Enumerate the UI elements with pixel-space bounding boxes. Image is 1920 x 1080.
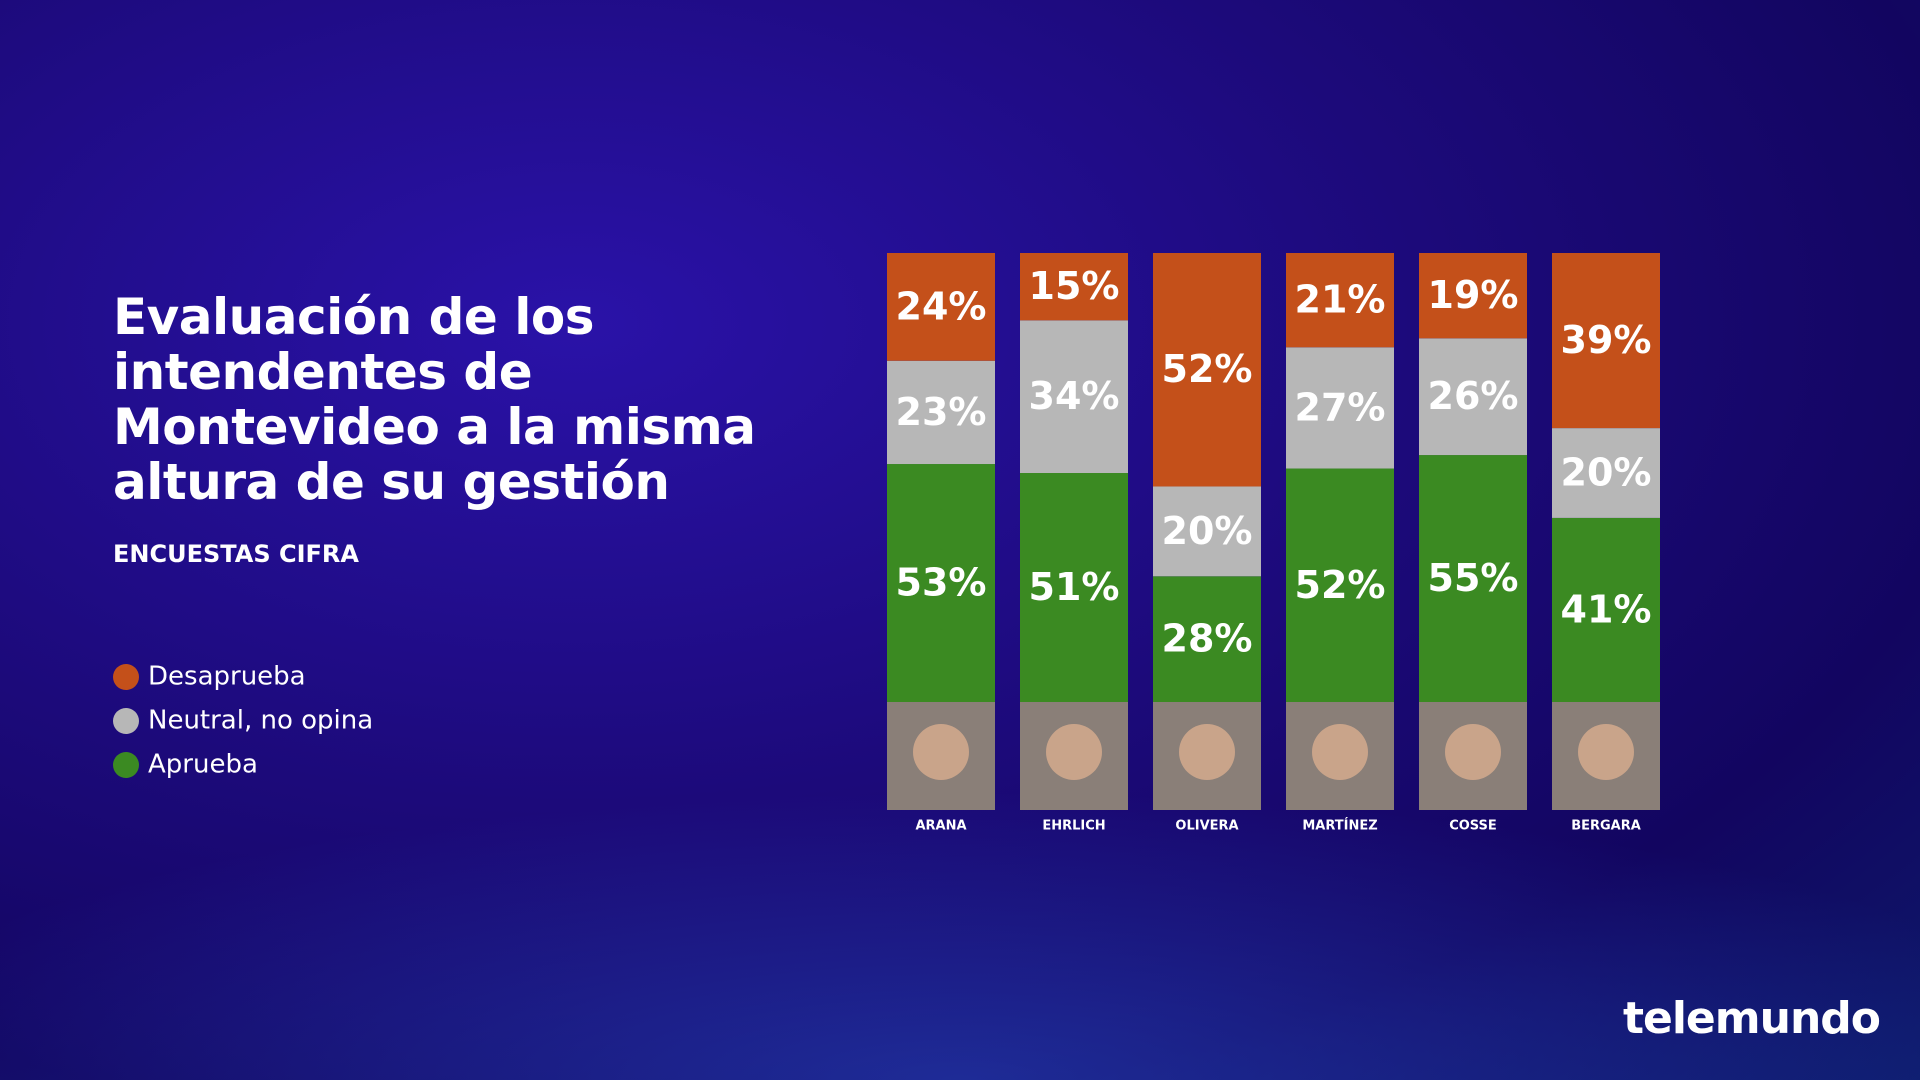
x-tick-label: EHRLICH xyxy=(1042,819,1105,834)
legend-marker xyxy=(113,708,139,734)
bar-segment xyxy=(887,360,995,465)
value-label: 52% xyxy=(1162,347,1253,391)
bar-segment xyxy=(1020,253,1128,321)
x-tick-label: ARANA xyxy=(915,819,966,834)
value-label: 27% xyxy=(1295,385,1386,429)
value-label: 20% xyxy=(1561,451,1652,495)
x-tick-label: BERGARA xyxy=(1571,819,1641,834)
bar-segment xyxy=(1153,576,1261,702)
value-label: 21% xyxy=(1295,278,1386,322)
legend-marker xyxy=(113,752,139,778)
x-tick-label: MARTÍNEZ xyxy=(1302,818,1377,834)
legend-label: Neutral, no opina xyxy=(148,706,373,736)
value-label: 24% xyxy=(896,284,987,328)
value-label: 51% xyxy=(1029,565,1120,609)
bar-segment xyxy=(1153,253,1261,487)
bar-segment xyxy=(1552,517,1660,702)
bar-segment xyxy=(1419,455,1527,702)
chart-title: Evaluación de los intendentes de Montevi… xyxy=(113,288,756,511)
portrait-face xyxy=(913,724,969,780)
bar-segment xyxy=(1552,428,1660,518)
bar-segment xyxy=(1286,468,1394,702)
portrait-face xyxy=(1312,724,1368,780)
bar-segment xyxy=(1552,253,1660,429)
legend-label: Desaprueba xyxy=(148,662,306,692)
value-label: 19% xyxy=(1428,273,1519,317)
value-label: 20% xyxy=(1162,509,1253,553)
value-label: 23% xyxy=(896,390,987,434)
value-label: 26% xyxy=(1428,374,1519,418)
bar-segment xyxy=(1286,253,1394,348)
value-label: 55% xyxy=(1428,556,1519,600)
value-label: 52% xyxy=(1295,563,1386,607)
value-label: 39% xyxy=(1561,318,1652,362)
logo: telemundo xyxy=(1622,993,1881,1044)
x-tick-label: COSSE xyxy=(1449,819,1497,834)
portrait-face xyxy=(1445,724,1501,780)
chart-subtitle: ENCUESTAS CIFRA xyxy=(113,540,359,568)
bar-segment xyxy=(1020,320,1128,474)
value-label: 53% xyxy=(896,561,987,605)
portrait-face xyxy=(1046,724,1102,780)
bar-segment xyxy=(1419,253,1527,339)
value-label: 41% xyxy=(1561,587,1652,631)
x-tick-label: OLIVERA xyxy=(1175,819,1238,834)
portrait-face xyxy=(1179,724,1235,780)
value-label: 28% xyxy=(1162,617,1253,661)
bar-segment xyxy=(1286,347,1394,469)
legend-marker xyxy=(113,664,139,690)
bar-segment xyxy=(887,253,995,361)
bar-segment xyxy=(1153,486,1261,577)
legend-label: Aprueba xyxy=(148,750,258,780)
value-label: 15% xyxy=(1029,264,1120,308)
bar-segment xyxy=(1419,338,1527,456)
bar-segment xyxy=(887,464,995,702)
value-label: 34% xyxy=(1029,374,1120,418)
portrait-face xyxy=(1578,724,1634,780)
bar-segment xyxy=(1020,473,1128,702)
